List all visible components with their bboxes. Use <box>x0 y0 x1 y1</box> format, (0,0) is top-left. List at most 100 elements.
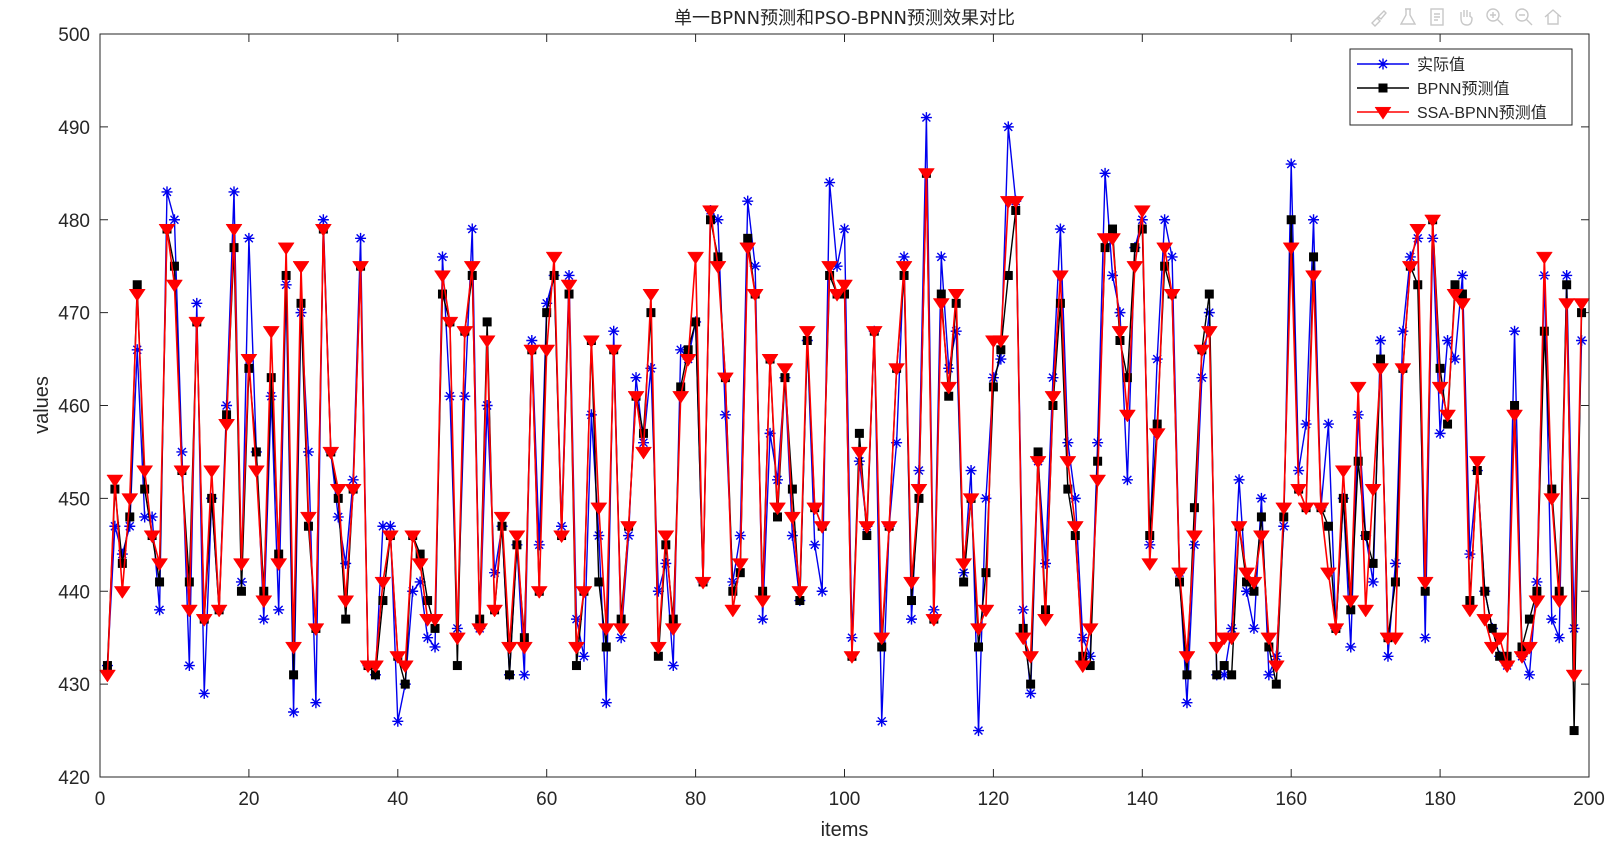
data-point <box>679 354 697 367</box>
data-point <box>657 530 675 544</box>
data-point <box>560 279 578 293</box>
data-point <box>649 641 667 655</box>
data-point <box>526 334 538 346</box>
data-point <box>600 697 612 709</box>
data-point <box>370 670 380 680</box>
data-point <box>542 308 552 318</box>
data-point <box>448 632 466 646</box>
zoom-out-button[interactable] <box>1511 4 1537 30</box>
data-point <box>653 651 663 661</box>
data-point <box>1069 492 1081 504</box>
zoom-in-button[interactable] <box>1482 4 1508 30</box>
data-point <box>1573 298 1591 311</box>
y-tick-label: 490 <box>58 118 90 139</box>
data-point <box>426 614 444 627</box>
pan-button[interactable] <box>1453 4 1479 30</box>
data-point <box>578 650 590 662</box>
legend-marker <box>1378 83 1388 93</box>
data-point <box>791 586 809 599</box>
data-point <box>146 511 158 523</box>
data-point <box>1059 456 1077 469</box>
data-point <box>1495 651 1505 661</box>
x-tick-label: 180 <box>1424 789 1456 810</box>
data-point <box>1510 401 1520 410</box>
data-point <box>597 623 615 637</box>
data-point <box>1196 372 1208 384</box>
data-point <box>109 520 121 532</box>
data-point <box>1539 326 1549 336</box>
data-point <box>1055 298 1065 308</box>
data-point <box>795 596 805 606</box>
data-point <box>1242 577 1252 587</box>
data-point <box>1353 456 1363 466</box>
data-point <box>140 484 150 494</box>
data-point <box>1424 214 1442 228</box>
data-point <box>210 604 228 618</box>
legend-item[interactable]: 实际值 <box>1357 56 1465 74</box>
data-point <box>113 586 131 599</box>
data-point <box>1338 493 1348 503</box>
data-point <box>1487 623 1497 633</box>
data-point <box>787 484 797 494</box>
data-point <box>1077 632 1089 644</box>
chart-title: 单一BPNN预测和PSO-BPNN预测效果对比 <box>674 8 1015 29</box>
data-point <box>809 539 821 551</box>
data-point <box>831 260 843 272</box>
data-point <box>630 372 642 384</box>
data-point <box>389 651 407 664</box>
data-point <box>1245 576 1263 590</box>
data-point <box>735 568 745 578</box>
data-point <box>1156 242 1174 256</box>
x-axis-label: items <box>821 819 869 841</box>
data-point <box>322 446 340 460</box>
data-point <box>1025 687 1037 699</box>
brush-tool-button[interactable] <box>1366 4 1392 30</box>
data-point <box>1122 373 1132 383</box>
x-tick-label: 100 <box>829 789 861 810</box>
legend-item[interactable]: SSA-BPNN预测值 <box>1357 104 1547 122</box>
data-point <box>307 623 325 637</box>
data-point <box>243 232 255 244</box>
data-point <box>1498 660 1516 674</box>
data-point <box>344 484 362 497</box>
legend[interactable]: 实际值 BPNN预测值 SSA-BPNN预测值 <box>1349 48 1573 126</box>
plot-area <box>100 34 1589 777</box>
legend-item[interactable]: BPNN预测值 <box>1357 80 1509 98</box>
home-button[interactable] <box>1540 4 1566 30</box>
data-point <box>980 492 992 504</box>
data-point <box>1305 270 1323 284</box>
data-point <box>712 214 724 226</box>
insert-legend-button[interactable] <box>1424 4 1450 30</box>
data-point <box>332 511 344 523</box>
data-point <box>828 289 846 302</box>
data-point <box>1115 335 1125 345</box>
data-point <box>702 205 719 219</box>
data-point <box>1297 502 1315 516</box>
data-point <box>746 289 764 302</box>
data-point <box>627 391 645 404</box>
data-point <box>612 623 630 637</box>
data-point <box>434 270 451 284</box>
data-point <box>168 214 180 226</box>
data-point <box>1562 280 1572 290</box>
data-point <box>240 354 258 367</box>
data-point <box>1047 372 1059 384</box>
data-point <box>1546 613 1558 625</box>
data-point <box>273 604 285 616</box>
y-tick-label: 480 <box>58 211 90 232</box>
data-tips-button[interactable] <box>1395 4 1421 30</box>
data-point <box>1449 353 1461 365</box>
data-point <box>117 558 127 568</box>
data-point <box>1349 381 1367 395</box>
data-point <box>116 548 128 560</box>
data-point <box>724 604 742 618</box>
data-point <box>888 363 906 377</box>
data-point <box>1550 595 1568 609</box>
data-point <box>478 335 496 349</box>
data-point <box>1175 577 1185 587</box>
data-point <box>776 363 794 377</box>
data-point <box>392 715 404 727</box>
data-point <box>843 651 861 664</box>
data-point <box>850 446 868 460</box>
data-point <box>1133 205 1151 219</box>
